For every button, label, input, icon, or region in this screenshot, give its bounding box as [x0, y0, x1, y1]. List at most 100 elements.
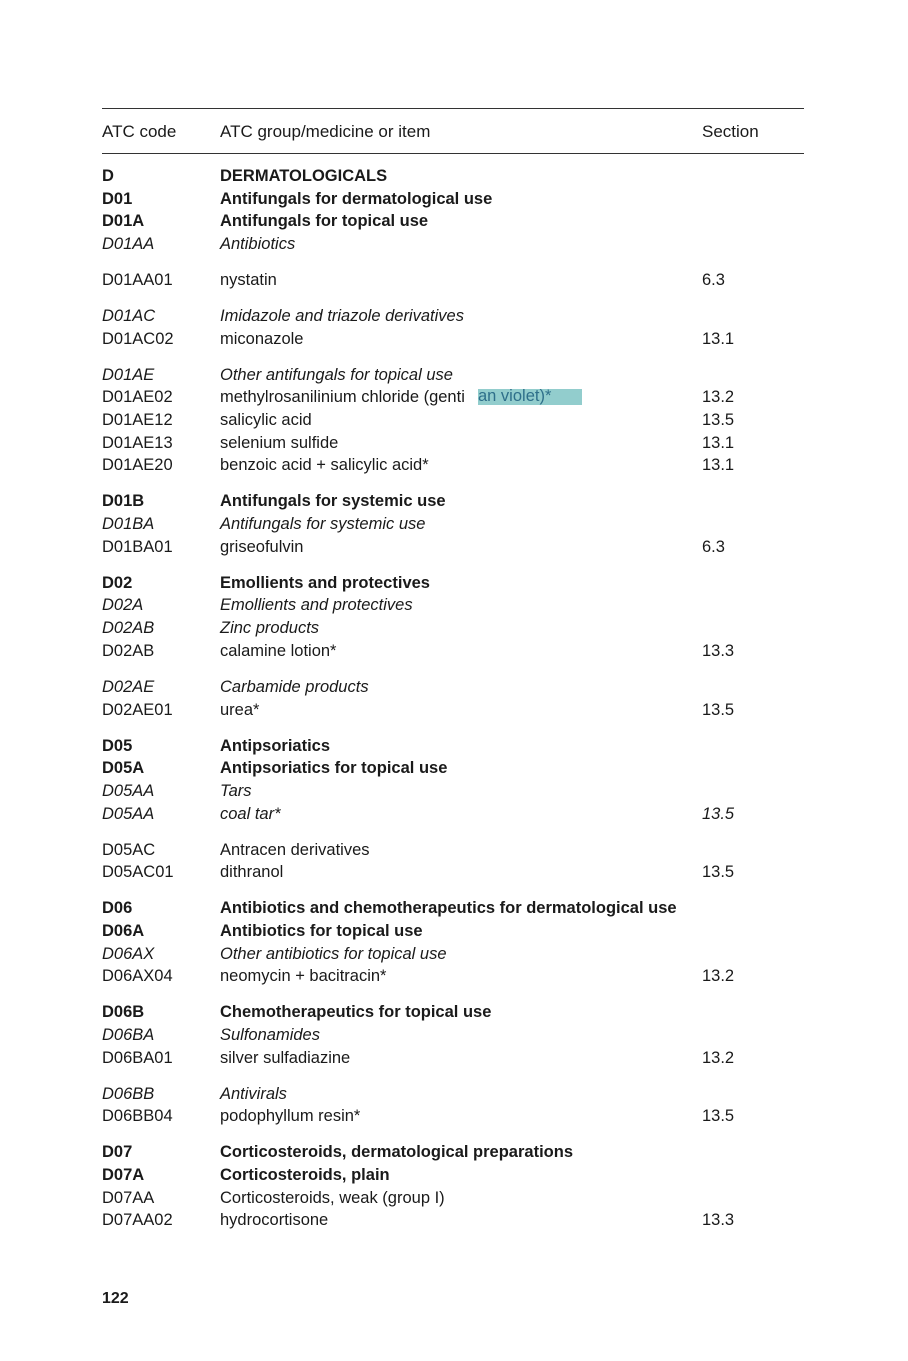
table-row: D02AE01 urea* 13.5	[102, 699, 804, 722]
section-cell: 13.2	[702, 967, 735, 986]
atc-item-cell: Antibiotics for topical use	[220, 921, 423, 940]
table-row: D06BB04 podophyllum resin* 13.5	[102, 1105, 804, 1128]
atc-code-cell: D06AX	[102, 944, 155, 963]
atc-code-cell: D01BA01	[102, 537, 173, 556]
table-row: D07A Corticosteroids, plain	[102, 1164, 804, 1187]
atc-item-cell: calamine lotion*	[220, 641, 337, 660]
table-row: D07AA02 hydrocortisone 13.3	[102, 1209, 804, 1232]
atc-code-cell: D06B	[102, 1003, 145, 1022]
table-row: D01AE Other antifungals for topical use	[102, 364, 804, 387]
atc-code-cell: D06BA01	[102, 1048, 173, 1067]
atc-code-cell: D02AB	[102, 641, 155, 660]
section-cell: 13.1	[702, 329, 735, 348]
atc-item-cell: Antivirals	[220, 1084, 287, 1103]
table-top-rule	[102, 108, 804, 109]
atc-item-cell: Antifungals for dermatological use	[220, 189, 493, 208]
section-cell: 6.3	[702, 271, 725, 290]
section-cell: 13.5	[702, 700, 735, 719]
atc-item-cell: Antibiotics	[220, 235, 296, 254]
atc-code-cell: D01	[102, 189, 133, 208]
atc-code-cell: D05AC01	[102, 863, 174, 882]
table-row: D06B Chemotherapeutics for topical use	[102, 1001, 804, 1024]
atc-item-cell: urea*	[220, 700, 260, 719]
table-row: D01AE12 salicylic acid 13.5	[102, 409, 804, 432]
table-row: D06BB Antivirals	[102, 1083, 804, 1106]
table-row: D05AC Antracen derivatives	[102, 839, 804, 862]
table-row: D02AB calamine lotion* 13.3	[102, 640, 804, 663]
atc-code-cell: D01AA	[102, 235, 155, 254]
atc-code-cell: D02	[102, 573, 133, 592]
table-body: D DERMATOLOGICALS D01 Antifungals for derma…	[102, 165, 804, 1232]
atc-item-cell: DERMATOLOGICALS	[220, 167, 388, 185]
atc-code-cell: D02AE01	[102, 700, 173, 719]
atc-code-cell: D07A	[102, 1166, 145, 1184]
atc-code-cell: D	[102, 167, 114, 185]
atc-code-cell: D05AC	[102, 840, 156, 859]
atc-item-cell: Emollients and protectives	[220, 573, 430, 592]
section-cell: 13.5	[702, 411, 735, 430]
section-cell: 13.1	[702, 433, 735, 452]
atc-item-cell: miconazole	[220, 329, 304, 348]
table-row: D01AA Antibiotics	[102, 233, 804, 256]
table-row: D02 Emollients and protectives	[102, 572, 804, 595]
atc-code-cell: D06BB	[102, 1084, 155, 1103]
atc-code-cell: D02AE	[102, 677, 155, 696]
atc-code-cell: D06BB04	[102, 1107, 173, 1126]
atc-code-cell: D05	[102, 736, 133, 755]
atc-item-cell: neomycin + bacitracin*	[220, 967, 387, 986]
table-row: D02AE Carbamide products	[102, 676, 804, 699]
table-row: D06 Antibiotics and chemotherapeutics for…	[102, 897, 804, 920]
atc-code-cell: D07	[102, 1143, 133, 1162]
table-row: D01 Antifungals for dermatological use	[102, 188, 804, 211]
table-row: D01AE02 methylrosanilinium chloride (gent…	[102, 386, 804, 409]
table-row: D02A Emollients and protectives	[102, 594, 804, 617]
section-cell: 13.2	[702, 388, 735, 407]
atc-code-cell: D05AA	[102, 781, 155, 800]
atc-item-cell: Antipsoriatics	[220, 736, 331, 755]
atc-code-cell: D01AC	[102, 307, 156, 326]
atc-item-cell: Antibiotics and chemotherapeutics for de…	[220, 899, 677, 918]
atc-code-cell: D01BA	[102, 515, 155, 534]
table-row: D01BA01 griseofulvin 6.3	[102, 536, 804, 559]
atc-code-cell: D06	[102, 899, 133, 918]
atc-item-cell: Other antibiotics for topical use	[220, 944, 447, 963]
atc-item-cell: hydrocortisone	[220, 1211, 329, 1230]
table-header-rule	[102, 153, 804, 154]
table-row: D01AE20 benzoic acid + salicylic acid* 13.…	[102, 454, 804, 477]
atc-item-cell: Imidazole and triazole derivatives	[220, 307, 464, 326]
table-row: D01AC02 miconazole 13.1	[102, 328, 804, 351]
atc-item-cell: coal tar*	[220, 804, 281, 823]
atc-item-cell: Chemotherapeutics for topical use	[220, 1003, 492, 1022]
table-row: D05AA Tars	[102, 780, 804, 803]
atc-item-cell: Other antifungals for topical use	[220, 365, 453, 384]
atc-code-cell: D05AA	[102, 804, 155, 823]
page-number: 122	[102, 1290, 129, 1307]
atc-item-cell: selenium sulfide	[220, 433, 339, 452]
text-selection-highlight	[478, 389, 582, 405]
atc-item-cell: Tars	[220, 781, 252, 800]
table-row: D07 Corticosteroids, dermatological prepa…	[102, 1141, 804, 1164]
atc-code-cell: D01AE	[102, 365, 155, 384]
atc-code-cell: D01AA01	[102, 271, 173, 290]
atc-code-cell: D01B	[102, 492, 145, 511]
atc-code-cell: D06BA	[102, 1025, 155, 1044]
section-cell: 13.3	[702, 1211, 735, 1230]
atc-item-cell: Carbamide products	[220, 677, 369, 696]
atc-item-cell: methylrosanilinium chloride (genti	[220, 388, 465, 407]
table-row: D05 Antipsoriatics	[102, 735, 804, 758]
atc-item-cell: Antipsoriatics for topical use	[220, 759, 448, 778]
table-row: D02AB Zinc products	[102, 617, 804, 640]
table-row: D06BA01 silver sulfadiazine 13.2	[102, 1047, 804, 1070]
section-cell: 6.3	[702, 537, 725, 556]
atc-code-cell: D05A	[102, 759, 145, 778]
highlighted-text: an violet)*	[478, 387, 552, 405]
atc-code-cell: D01AC02	[102, 329, 174, 348]
atc-item-cell: dithranol	[220, 863, 284, 882]
table-row: D07AA Corticosteroids, weak (group I)	[102, 1187, 804, 1210]
section-cell: 13.5	[702, 804, 735, 823]
table-row: D06BA Sulfonamides	[102, 1024, 804, 1047]
section-cell: 13.3	[702, 641, 735, 660]
section-cell: 13.5	[702, 1107, 735, 1126]
header-atc-group: ATC group/medicine or item	[220, 122, 431, 141]
